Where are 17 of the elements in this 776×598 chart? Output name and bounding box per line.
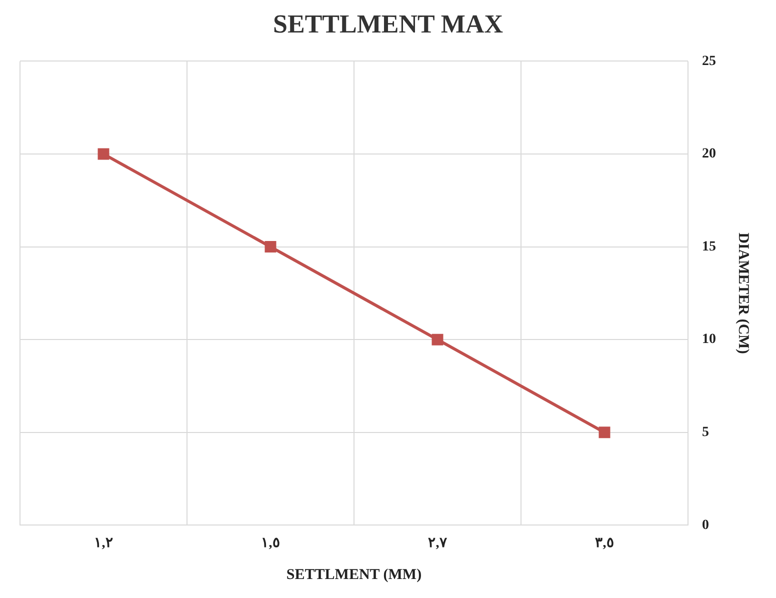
x-axis-title: SETTLMENT (MM) bbox=[286, 566, 422, 583]
point bbox=[98, 148, 110, 160]
point bbox=[264, 241, 276, 253]
y-tick-label: 15 bbox=[702, 239, 716, 254]
point bbox=[598, 426, 610, 438]
y-tick-label: 0 bbox=[702, 518, 709, 533]
chart-title: SETTLMENT MAX bbox=[273, 9, 504, 38]
x-tick-label: ٢,٧ bbox=[428, 536, 448, 552]
y-tick-label: 25 bbox=[702, 54, 716, 69]
x-tick-label: ١,٢ bbox=[94, 536, 114, 552]
x-tick-label: ١,٥ bbox=[260, 536, 280, 552]
point bbox=[432, 334, 444, 346]
x-tick-label: ٣,٥ bbox=[594, 536, 614, 552]
y-tick-label: 5 bbox=[702, 425, 709, 440]
y-axis-title: DIAMETER (CM) bbox=[735, 232, 752, 354]
y-tick-label: 10 bbox=[702, 332, 716, 348]
y-tick-label: 20 bbox=[702, 146, 716, 162]
